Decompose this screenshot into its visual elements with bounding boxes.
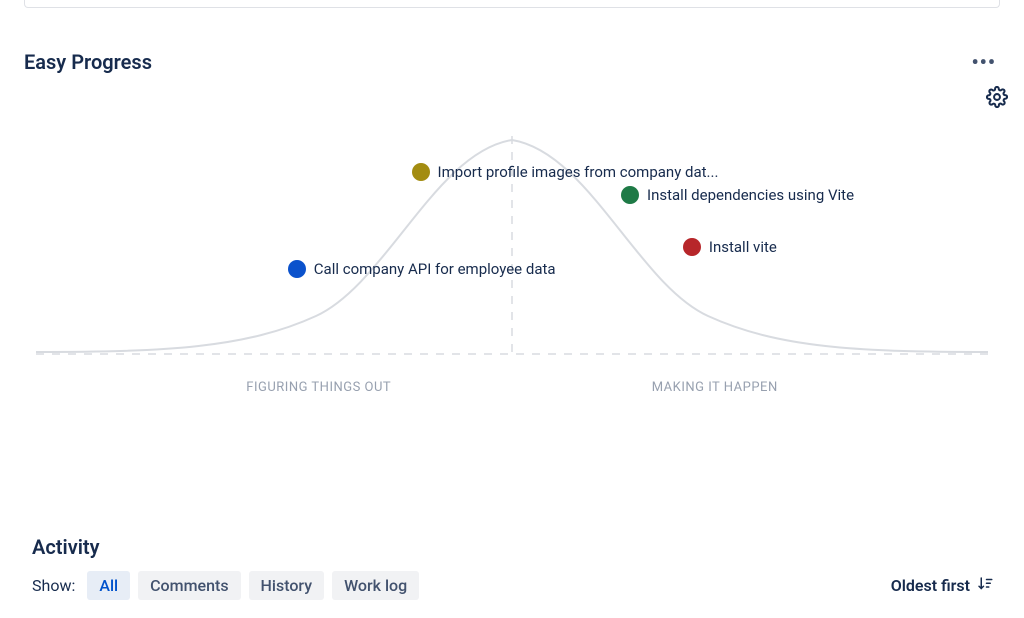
activity-title: Activity [32,535,994,559]
chart-point-dot [288,260,306,278]
chart-point[interactable]: Import profile images from company dat..… [412,163,719,181]
section-header: Easy Progress ••• [0,46,1024,78]
panel-border-fragment [24,0,1000,8]
activity-tabs: Show: All Comments HistoryWork log [32,571,419,600]
chart-point-label: Install vite [709,238,777,256]
activity-tab-history[interactable]: History [249,571,325,600]
phase-labels: FIGURING THINGS OUT MAKING IT HAPPEN [36,380,988,395]
chart-point-label: Call company API for employee data [314,260,556,278]
chart-point[interactable]: Call company API for employee data [288,260,556,278]
chart-point[interactable]: Install dependencies using Vite [621,186,854,204]
activity-section: Activity Show: All Comments HistoryWork lo… [0,535,1024,600]
section-title: Easy Progress [24,50,152,74]
chart-point-dot [621,186,639,204]
activity-tab-work-log[interactable]: Work log [332,571,419,600]
chart-point[interactable]: Install vite [683,238,777,256]
more-icon[interactable]: ••• [967,46,1000,78]
phase-right: MAKING IT HAPPEN [652,380,778,395]
sort-button[interactable]: Oldest first [891,575,994,597]
sort-label: Oldest first [891,576,970,595]
chart-point-dot [683,238,701,256]
activity-tab-all[interactable]: All [87,571,130,600]
bell-curve [36,116,988,374]
gear-icon[interactable] [986,86,1008,112]
progress-chart: Import profile images from company dat..… [36,116,988,374]
chart-point-label: Install dependencies using Vite [647,186,854,204]
chart-point-dot [412,163,430,181]
sort-icon [976,575,994,597]
phase-left: FIGURING THINGS OUT [246,380,391,395]
chart-point-label: Import profile images from company dat..… [438,163,719,181]
chart-toolbar [0,78,1024,112]
show-label: Show: [32,576,75,595]
activity-tab-comments[interactable]: Comments [138,571,240,600]
activity-controls: Show: All Comments HistoryWork log Oldest … [32,571,994,600]
